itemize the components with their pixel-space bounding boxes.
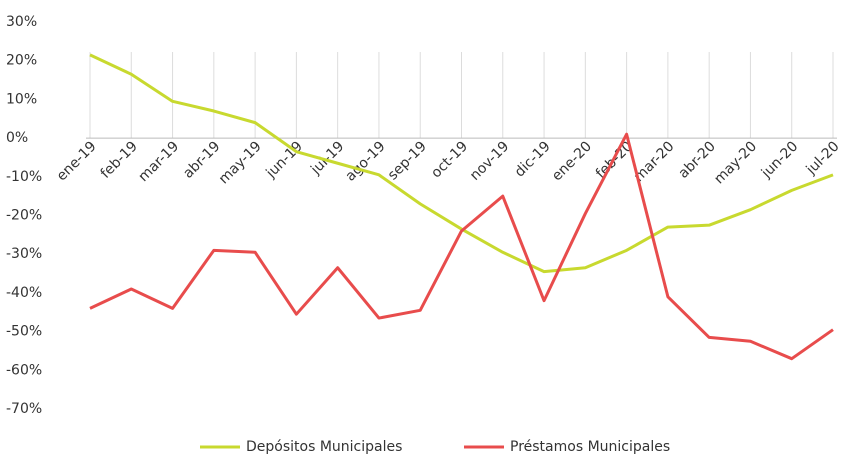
x-tick-label: dic-19 — [512, 138, 554, 180]
x-tick-label: mar-19 — [136, 138, 183, 185]
y-tick-label: -10% — [6, 169, 42, 185]
x-tick-label: oct-19 — [428, 138, 471, 181]
x-tick-label: jul-19 — [307, 138, 347, 178]
x-tick-label: may-20 — [711, 138, 760, 187]
x-tick-label: sep-19 — [385, 138, 430, 183]
legend-label: Préstamos Municipales — [510, 439, 670, 455]
y-tick-label: -50% — [6, 324, 42, 340]
y-tick-label: 30% — [6, 14, 37, 30]
y-tick-label: 10% — [6, 91, 37, 107]
y-tick-label: 0% — [6, 130, 28, 146]
x-tick-label: ene-19 — [54, 138, 100, 184]
x-tick-label: nov-19 — [467, 138, 512, 183]
x-tick-label: feb-19 — [98, 138, 141, 181]
y-tick-label: -20% — [6, 208, 42, 224]
y-tick-label: 20% — [6, 53, 37, 69]
y-tick-label: -70% — [6, 401, 42, 417]
x-tick-label: jun-20 — [758, 138, 801, 181]
series-line — [89, 132, 834, 361]
y-tick-label: -60% — [6, 362, 42, 378]
y-tick-label: -30% — [6, 246, 42, 262]
y-tick-label: -40% — [6, 285, 42, 301]
x-tick-label: jul-20 — [803, 138, 841, 178]
x-tick-label: may-19 — [216, 138, 265, 187]
legend-label: Depósitos Municipales — [246, 439, 402, 455]
x-tick-label: ene-20 — [549, 138, 595, 184]
